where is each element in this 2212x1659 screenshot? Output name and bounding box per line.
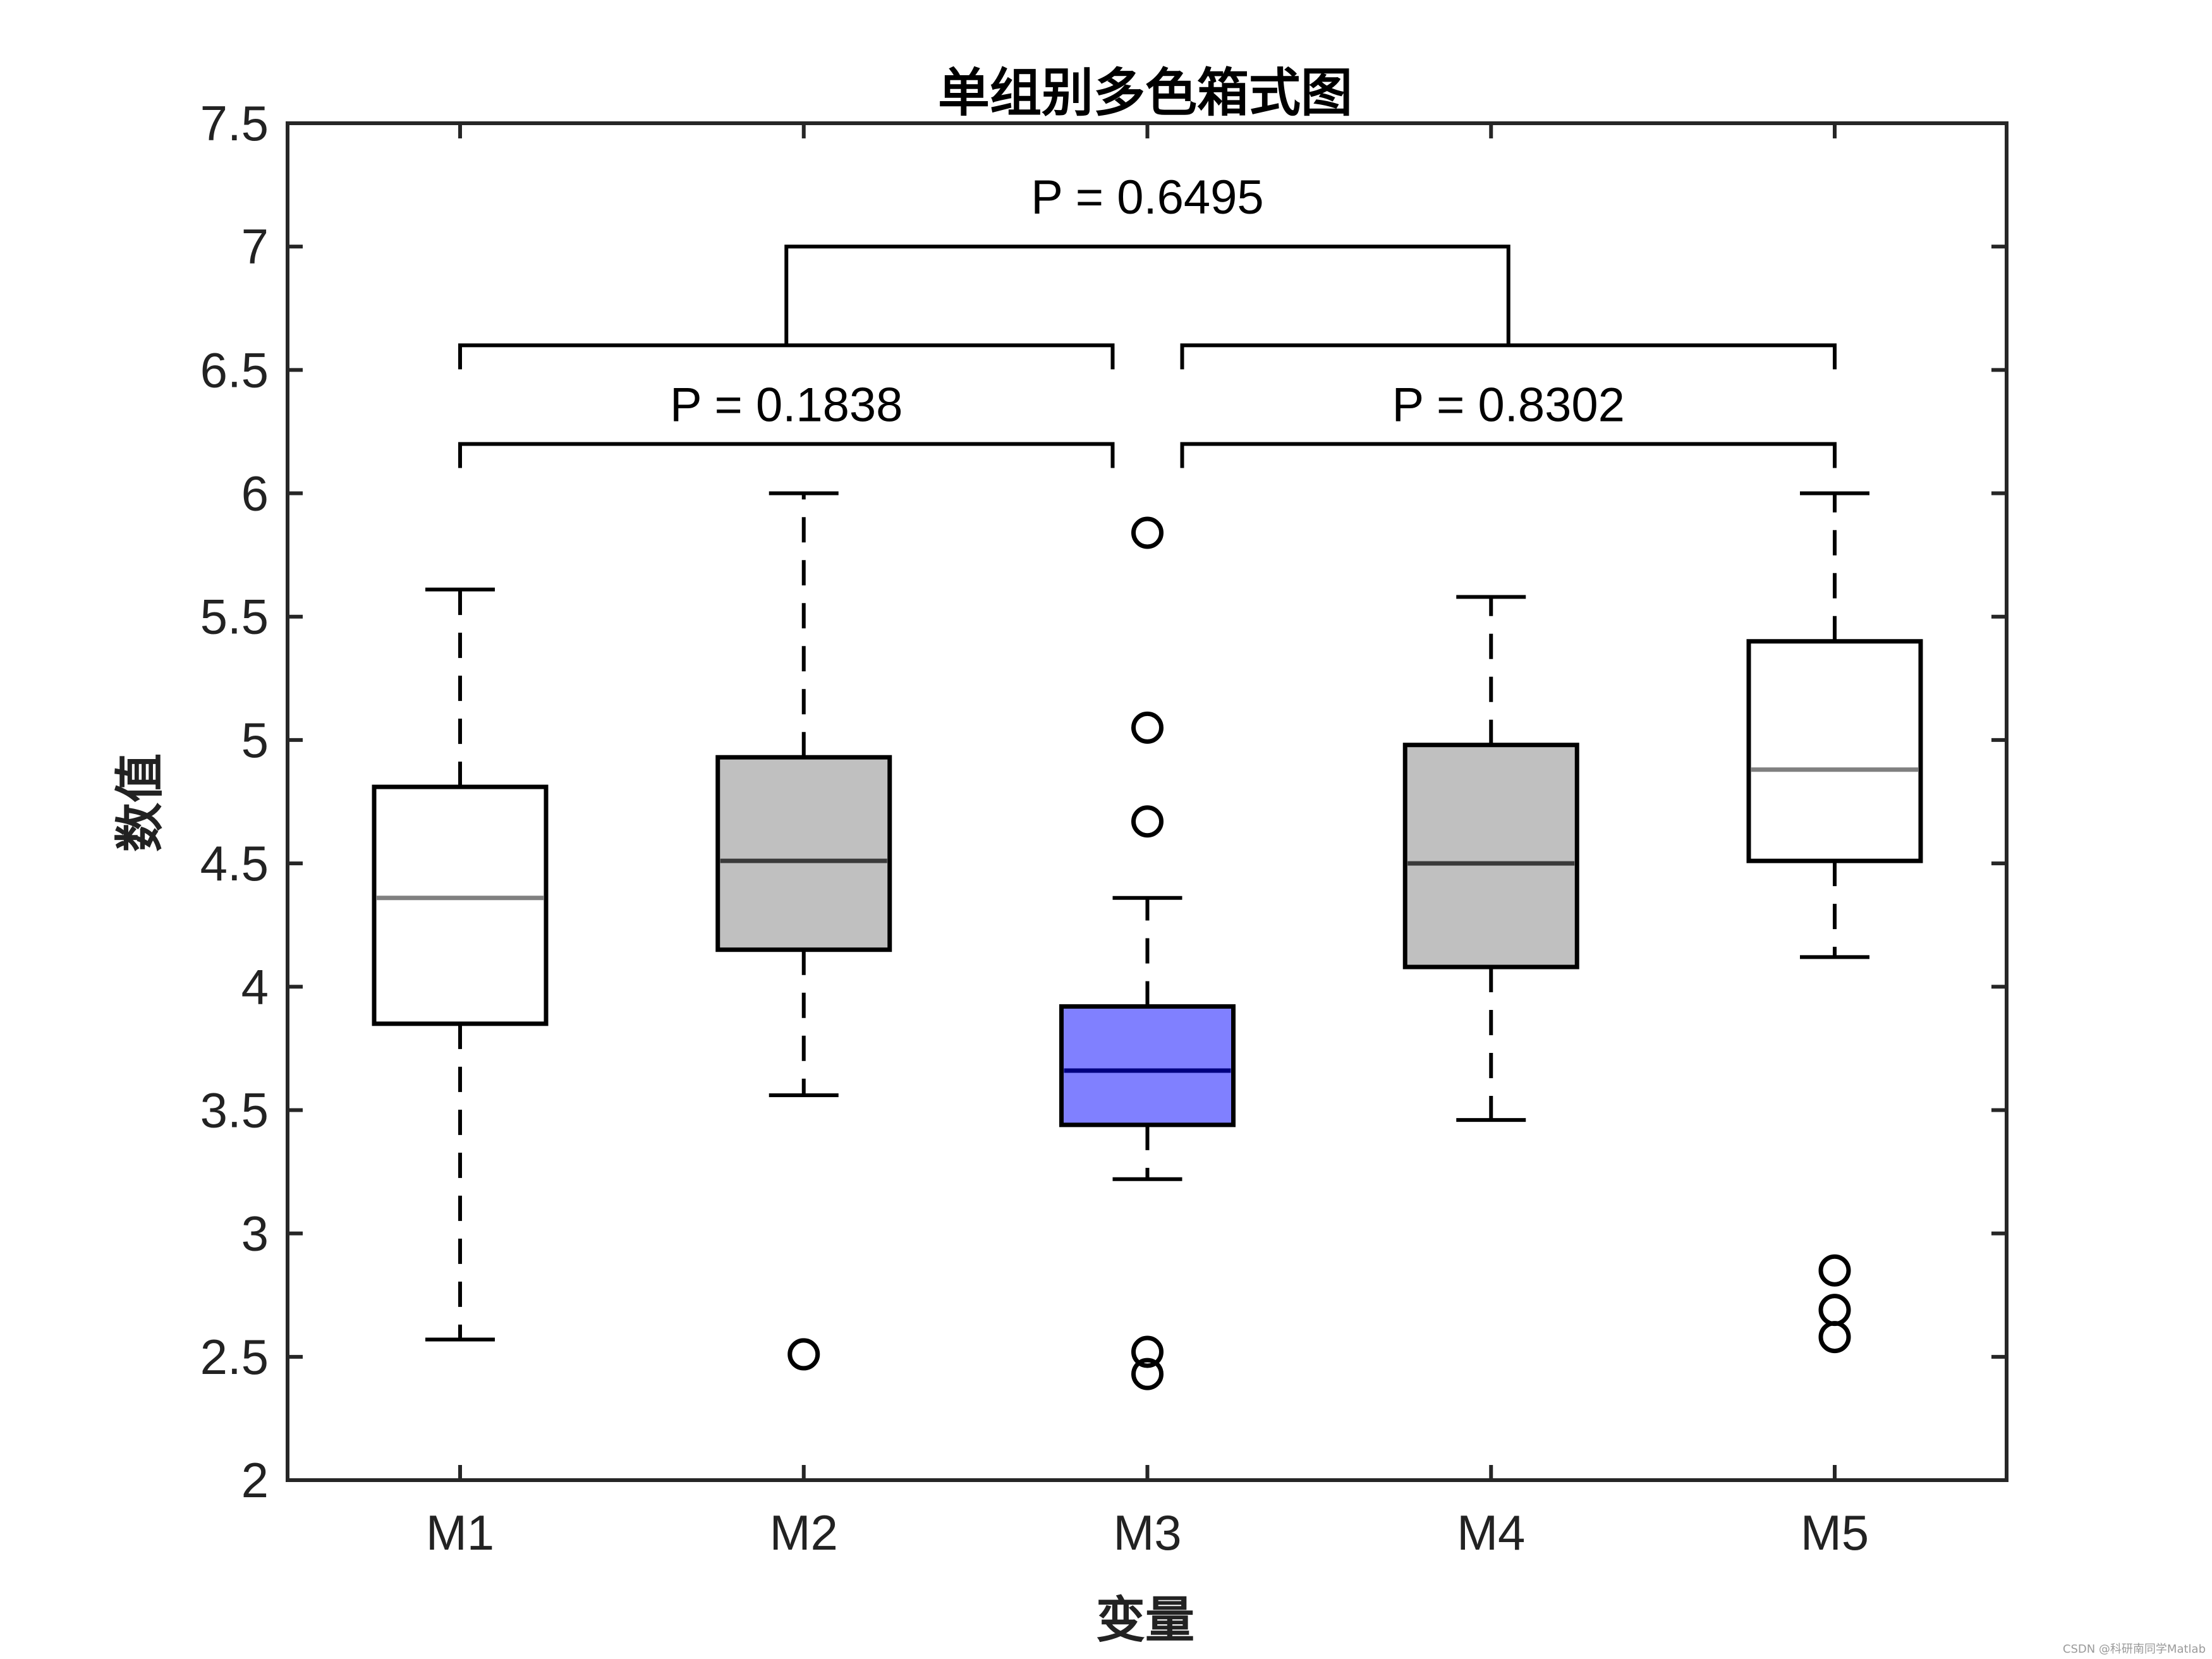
- y-tick-label: 5.5: [200, 589, 269, 645]
- outlier-point: [1131, 1335, 1164, 1368]
- outlier-point: [1131, 1358, 1164, 1390]
- p-value-label: P = 0.1838: [670, 378, 902, 432]
- outlier-point: [1818, 1254, 1851, 1287]
- outlier-point: [1131, 711, 1164, 744]
- box-M4: [1402, 743, 1579, 969]
- plot-area: 2 2.5 3 3.5 4 4.5 5 5.5 6 6.5 7 7.5 M1 M2 M3 M4 M5 P = 0.…: [200, 95, 2008, 1560]
- chart-title: 单组别多色箱式图: [938, 63, 1352, 123]
- outlier-point: [787, 1338, 820, 1371]
- x-tick-label: M3: [1113, 1505, 1181, 1560]
- y-axis-label: 数值: [111, 753, 169, 852]
- outlier-point: [1818, 1321, 1851, 1354]
- outlier-point: [1131, 516, 1164, 549]
- watermark: CSDN @科研南同学Matlab: [2063, 1643, 2206, 1656]
- y-tick-label: 6.5: [200, 342, 269, 398]
- bracket-top: [784, 245, 1510, 346]
- y-tick-label: 4: [241, 959, 269, 1014]
- x-tick-label: M2: [770, 1505, 838, 1560]
- x-tick-label: M4: [1457, 1505, 1525, 1560]
- y-tick-label: 7: [241, 219, 269, 274]
- box-M2: [715, 755, 892, 952]
- y-tick-label: 2: [241, 1452, 269, 1508]
- y-tick-label: 3.5: [200, 1082, 269, 1138]
- outlier-point: [1131, 805, 1164, 838]
- x-tick-label: M1: [426, 1505, 494, 1560]
- y-tick-label: 2.5: [200, 1329, 269, 1385]
- p-value-label: P = 0.6495: [1031, 171, 1263, 224]
- y-tick-label: 3: [241, 1206, 269, 1261]
- p-value-label: P = 0.8302: [1392, 378, 1625, 432]
- y-tick-label: 4.5: [200, 836, 269, 891]
- y-tick-label: 5: [241, 712, 269, 768]
- x-axis-label: 变量: [1096, 1591, 1194, 1649]
- bracket-left-lower: [458, 442, 1115, 468]
- y-tick-label: 7.5: [200, 95, 269, 151]
- box-M1: [372, 784, 549, 1026]
- bracket-right-lower: [1180, 442, 1837, 468]
- x-tick-label: M5: [1801, 1505, 1869, 1560]
- box-M3: [1059, 1004, 1236, 1127]
- y-tick-label: 6: [241, 466, 269, 521]
- box-M5: [1746, 639, 1923, 863]
